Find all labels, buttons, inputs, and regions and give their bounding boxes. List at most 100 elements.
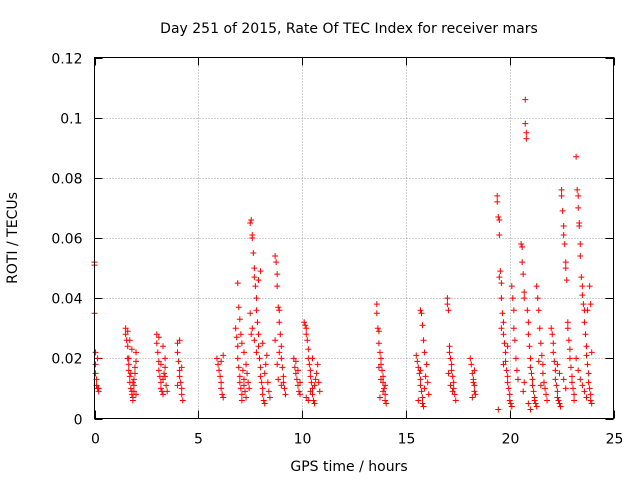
data-point [472, 391, 479, 398]
data-point [579, 382, 586, 389]
data-point [374, 325, 381, 332]
data-point [585, 370, 592, 377]
data-point [376, 349, 383, 356]
data-point [255, 277, 262, 284]
data-point [504, 373, 511, 380]
data-point [553, 382, 560, 389]
data-point [127, 370, 134, 377]
data-point [278, 343, 285, 350]
data-point [239, 367, 246, 374]
data-point [419, 394, 426, 401]
data-point [539, 370, 546, 377]
data-point [452, 397, 459, 404]
data-point [376, 394, 383, 401]
data-point [218, 358, 225, 365]
data-point [451, 391, 458, 398]
data-point [497, 268, 504, 275]
data-point [551, 358, 558, 365]
data-point [255, 331, 262, 338]
data-point [566, 355, 573, 362]
data-point [301, 319, 308, 326]
data-point [577, 253, 584, 260]
data-point [525, 400, 532, 407]
data-point [564, 325, 571, 332]
data-point [251, 274, 258, 281]
data-point [274, 283, 281, 290]
data-point [92, 370, 99, 377]
data-point [587, 397, 594, 404]
data-point [555, 397, 562, 404]
data-point [255, 343, 262, 350]
data-point [125, 367, 132, 374]
data-point [272, 253, 279, 260]
data-point [293, 376, 300, 383]
data-point [500, 319, 507, 326]
data-point [265, 388, 272, 395]
data-point [521, 379, 528, 386]
data-point [506, 391, 513, 398]
data-point [414, 358, 421, 365]
data-point [251, 337, 258, 344]
data-point [543, 391, 550, 398]
data-point [575, 367, 582, 374]
data-point [377, 361, 384, 368]
data-point [124, 343, 131, 350]
data-point [421, 349, 428, 356]
data-point [275, 376, 282, 383]
data-point [232, 325, 239, 332]
data-point [570, 385, 577, 392]
data-point [238, 340, 245, 347]
data-point [280, 373, 287, 380]
data-point [174, 382, 181, 389]
data-point [157, 361, 164, 368]
data-point [531, 397, 538, 404]
data-point [218, 385, 225, 392]
data-point [234, 343, 241, 350]
data-point [419, 322, 426, 329]
data-point [534, 295, 541, 302]
data-point [92, 349, 99, 356]
data-point [382, 397, 389, 404]
data-point [382, 391, 389, 398]
data-point [417, 382, 424, 389]
data-point [292, 370, 299, 377]
x-tick-label: 25 [606, 432, 624, 448]
data-point [471, 382, 478, 389]
y-tick-label: 0.08 [51, 172, 82, 188]
data-point [582, 331, 589, 338]
data-point [383, 400, 390, 407]
y-tick-label: 0.1 [60, 112, 82, 128]
data-point [418, 388, 425, 395]
y-tick-label: 0 [74, 413, 83, 429]
data-point [533, 403, 540, 410]
data-point [502, 349, 509, 356]
data-point [297, 379, 304, 386]
data-point [122, 325, 129, 332]
data-point [522, 96, 529, 103]
data-point [502, 358, 509, 365]
plot-frame [94, 57, 614, 419]
data-point [449, 388, 456, 395]
data-point [449, 373, 456, 380]
data-point [240, 376, 247, 383]
data-point [236, 316, 243, 323]
data-point [220, 352, 227, 359]
data-point [527, 364, 534, 371]
data-point [213, 355, 220, 362]
data-point [380, 373, 387, 380]
data-point [494, 198, 501, 205]
data-point [496, 274, 503, 281]
data-point [450, 379, 457, 386]
data-point [154, 349, 161, 356]
data-point [257, 364, 264, 371]
data-point [562, 259, 569, 266]
data-point [420, 337, 427, 344]
data-point [509, 295, 516, 302]
data-point [128, 346, 135, 353]
data-point [521, 295, 528, 302]
data-point [548, 325, 555, 332]
data-point [377, 376, 384, 383]
data-point [587, 391, 594, 398]
data-point [510, 307, 517, 314]
data-point [157, 385, 164, 392]
